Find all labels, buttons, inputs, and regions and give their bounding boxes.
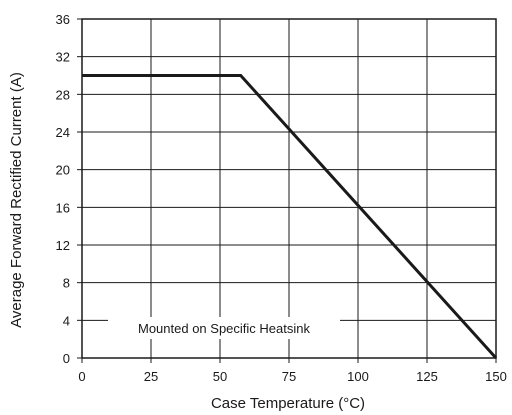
x-tick-label: 125	[416, 369, 438, 384]
series-line-derating-curve	[82, 74, 498, 360]
y-tick-label: 4	[63, 313, 70, 328]
y-tick-label: 36	[56, 12, 70, 27]
annotation-background	[108, 317, 340, 339]
y-tick-label: 24	[56, 125, 70, 140]
y-tick-label: 12	[56, 238, 70, 253]
y-axis-title: Average Forward Rectified Current (A)	[8, 72, 25, 328]
x-tick-label: 0	[78, 369, 85, 384]
x-tick-label: 50	[213, 369, 227, 384]
x-axis-title: Case Temperature (°C)	[211, 395, 365, 412]
y-tick-label: 28	[56, 87, 70, 102]
y-tick-label: 16	[56, 200, 70, 215]
x-tick-label: 75	[282, 369, 296, 384]
x-tick-label: 100	[347, 369, 369, 384]
y-tick-label: 0	[63, 351, 70, 366]
y-tick-label: 8	[63, 276, 70, 291]
y-tick-label: 32	[56, 50, 70, 65]
annotation-mounted-on-heatsink: Mounted on Specific Heatsink	[138, 321, 310, 336]
x-tick-label: 25	[144, 369, 158, 384]
y-tick-label: 20	[56, 163, 70, 178]
x-tick-label: 150	[485, 369, 507, 384]
